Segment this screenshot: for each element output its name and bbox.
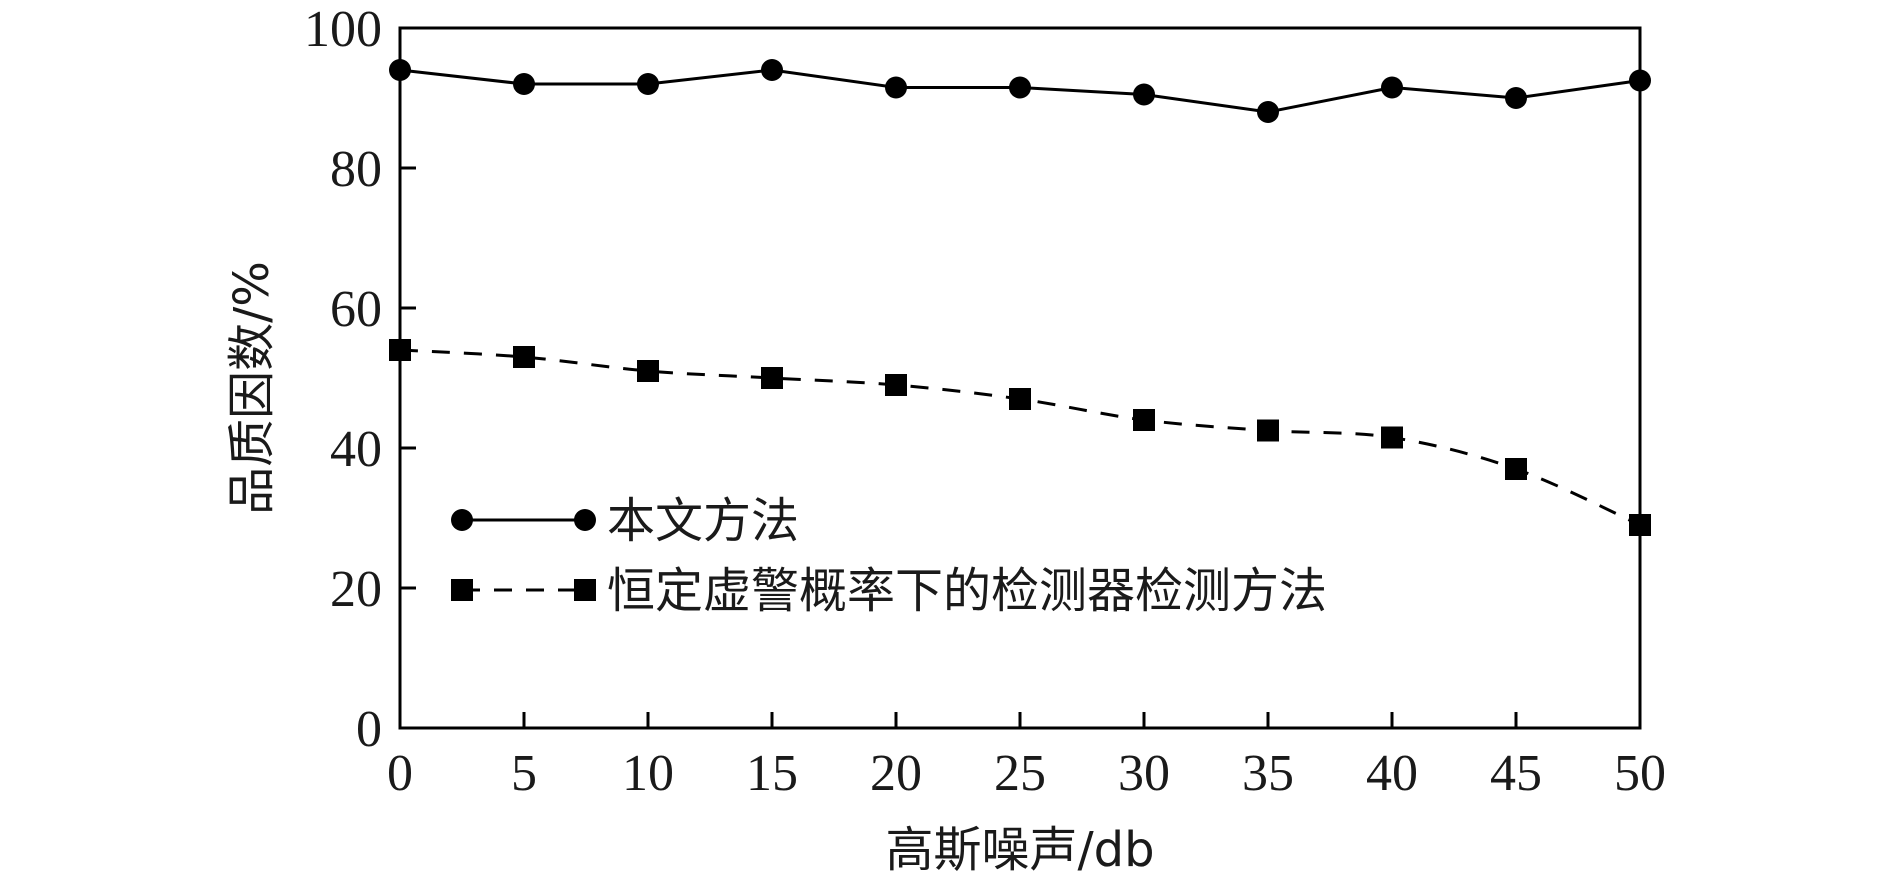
data-point — [761, 59, 783, 81]
data-point — [1257, 101, 1279, 123]
plot-frame — [398, 26, 1642, 730]
legend-marker — [451, 509, 473, 531]
x-tick-label: 25 — [994, 745, 1046, 802]
data-point — [1381, 426, 1403, 449]
legend-label: 本文方法 — [607, 493, 799, 549]
data-point — [885, 374, 907, 396]
y-tick-label: 20 — [330, 561, 382, 618]
y-tick-label: 40 — [330, 421, 382, 478]
data-point — [637, 73, 659, 95]
data-point — [1629, 69, 1651, 92]
data-point — [1133, 409, 1155, 431]
x-tick-label: 35 — [1242, 745, 1294, 802]
data-point — [1505, 458, 1527, 480]
legend-marker — [574, 579, 596, 601]
data-point — [389, 59, 411, 81]
y-tick-label: 0 — [356, 701, 382, 758]
data-point — [637, 360, 659, 382]
x-tick-label: 30 — [1118, 745, 1170, 802]
x-tick-label: 5 — [511, 745, 537, 802]
data-point — [1257, 419, 1279, 442]
x-tick-label: 20 — [870, 745, 922, 802]
data-point — [885, 76, 907, 99]
legend-item: 本文方法 — [451, 493, 799, 549]
data-point — [513, 346, 535, 368]
x-tick-label: 50 — [1614, 745, 1666, 802]
data-point — [1505, 87, 1527, 109]
x-tick-label: 15 — [746, 745, 798, 802]
data-point — [1629, 514, 1651, 536]
data-point — [1009, 76, 1031, 99]
x-tick-label: 10 — [622, 745, 674, 802]
data-point — [761, 367, 783, 389]
y-axis-title: 品质因数/% — [224, 261, 280, 515]
data-point — [389, 339, 411, 361]
y-tick-label: 80 — [330, 141, 382, 198]
legend-item: 恒定虚警概率下的检测器检测方法 — [451, 563, 1327, 619]
data-point — [1381, 76, 1403, 99]
y-tick-label: 60 — [330, 281, 382, 338]
x-axis-title: 高斯噪声/db — [885, 822, 1154, 878]
legend-marker — [574, 509, 596, 531]
series-1 — [389, 59, 1651, 123]
data-point — [1009, 388, 1031, 410]
legend-label: 恒定虚警概率下的检测器检测方法 — [607, 563, 1327, 619]
series-line — [399, 348, 1641, 527]
series-2 — [389, 339, 1651, 536]
x-tick-label: 0 — [387, 745, 413, 802]
data-point — [513, 73, 535, 95]
data-point — [1133, 83, 1155, 106]
y-tick-label: 100 — [304, 1, 382, 58]
x-tick-label: 40 — [1366, 745, 1418, 802]
legend-marker — [451, 579, 473, 601]
x-tick-label: 45 — [1490, 745, 1542, 802]
